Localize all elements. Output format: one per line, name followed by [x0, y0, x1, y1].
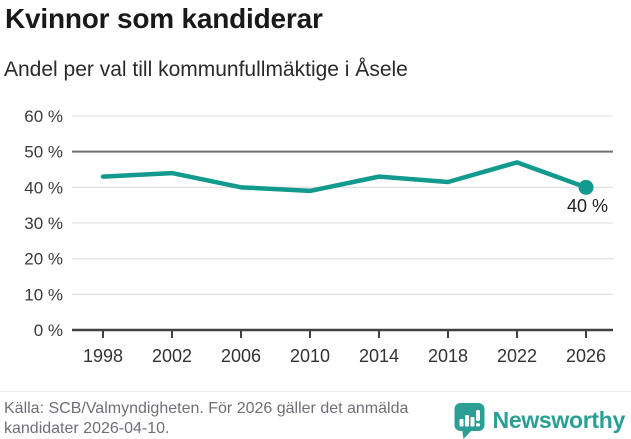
newsworthy-logo[interactable]: Newsworthy	[454, 402, 625, 439]
y-axis-label: 20 %	[24, 250, 63, 269]
source-note: Källa: SCB/Valmyndigheten. För 2026 gäll…	[4, 399, 408, 439]
line-chart: 0 % 10 % 20 % 30 % 40 % 50 % 60 % 1998 2002 2006 2…	[24, 107, 613, 366]
end-point-label: 40 %	[567, 196, 608, 216]
end-point-marker	[578, 179, 594, 195]
y-axis-label: 50 %	[24, 143, 63, 162]
source-note-line-1: Källa: SCB/Valmyndigheten. För 2026 gäll…	[4, 400, 409, 417]
y-axis-label: 60 %	[24, 107, 63, 126]
bar-chart-glyph	[459, 419, 464, 427]
x-axis-label: 2018	[428, 346, 468, 366]
chart-title: Kvinnor som kandiderar	[5, 3, 323, 34]
x-axis-label: 2026	[566, 346, 606, 366]
newsworthy-icon	[454, 403, 485, 439]
x-axis-label: 2002	[152, 346, 192, 366]
x-axis-label: 2006	[221, 346, 261, 366]
source-note-line-2: kandidater 2026-04-10.	[4, 420, 170, 437]
y-axis-label: 30 %	[24, 214, 63, 233]
exclamation-glyph	[475, 410, 480, 421]
data-line	[100, 160, 589, 194]
chart-footer: Källa: SCB/Valmyndigheten. För 2026 gäll…	[0, 391, 631, 439]
chart-subtitle: Andel per val till kommunfullmäktige i Å…	[4, 58, 408, 81]
y-axis-label: 40 %	[24, 178, 63, 197]
x-axis-label: 2022	[497, 346, 537, 366]
x-axis-label: 2010	[290, 346, 330, 366]
x-axis-label: 2014	[359, 346, 399, 366]
x-axis-label: 1998	[83, 346, 123, 366]
newsworthy-wordmark: Newsworthy	[492, 407, 626, 433]
y-axis-label: 10 %	[24, 285, 63, 304]
y-axis-label: 0 %	[34, 321, 63, 340]
